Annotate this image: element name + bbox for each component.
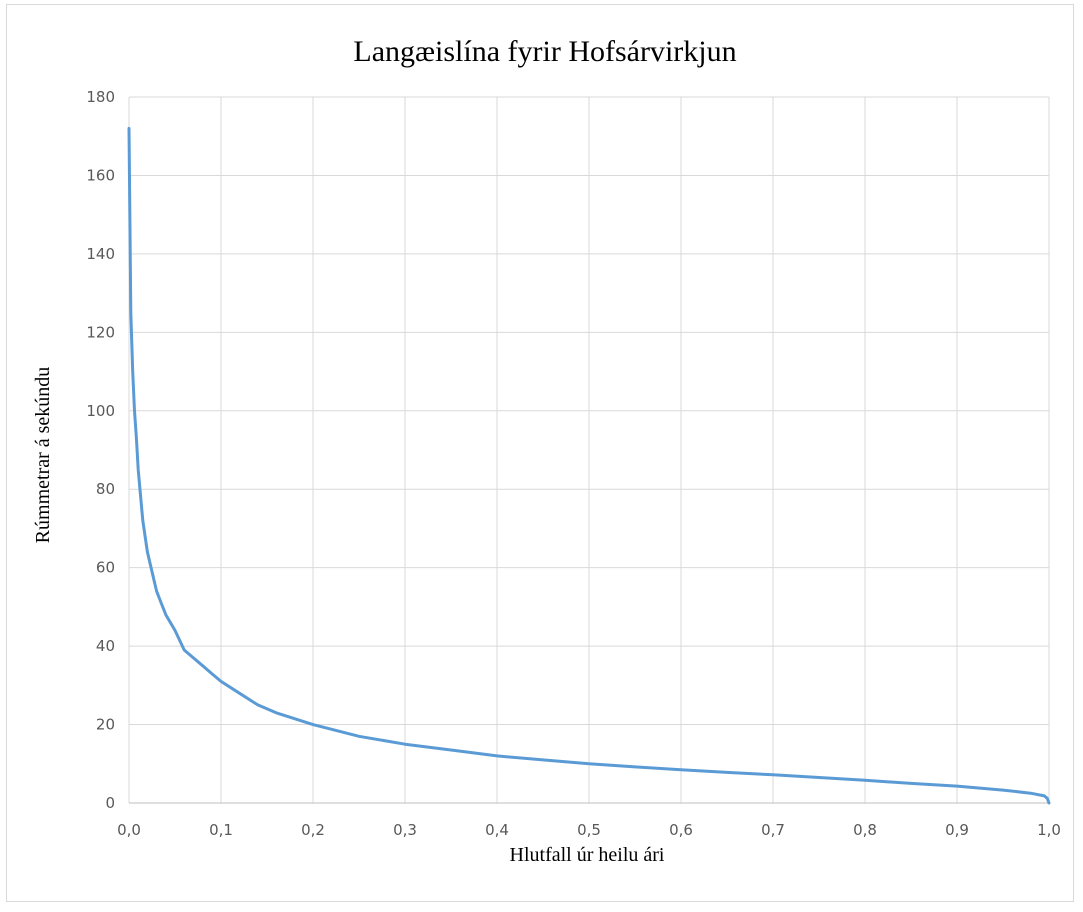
x-axis-title: Hlutfall úr heilu ári [510, 844, 665, 866]
x-tick-label: 0,6 [669, 821, 693, 839]
chart-frame: Langæislína fyrir Hofsárvirkjun 0 20 40 60 8… [6, 4, 1074, 902]
y-tick-label: 160 [86, 166, 115, 184]
grid-layer [128, 96, 1050, 803]
x-tick-label: 0,2 [301, 821, 325, 839]
y-tick-label: 60 [96, 559, 115, 577]
x-tick-label: 0,1 [209, 821, 233, 839]
x-tick-label: 0,8 [853, 821, 877, 839]
chart: Langæislína fyrir Hofsárvirkjun 0 20 40 60 8… [32, 35, 1061, 866]
x-tick-label: 1,0 [1037, 821, 1061, 839]
x-tick-label: 0,9 [945, 821, 969, 839]
y-tick-label: 120 [86, 323, 115, 341]
y-tick-label: 140 [86, 245, 115, 263]
x-tick-label: 0,7 [761, 821, 785, 839]
chart-title: Langæislína fyrir Hofsárvirkjun [353, 35, 736, 68]
y-axis-title: Rúmmetrar á sekúndu [32, 367, 54, 544]
x-tick-label: 0,5 [577, 821, 601, 839]
x-tick-label: 0,0 [117, 821, 141, 839]
y-tick-label: 100 [86, 402, 115, 420]
series-layer [127, 126, 1051, 805]
y-tick-label: 40 [96, 637, 115, 655]
series-line [127, 126, 1051, 805]
y-tick-label: 0 [105, 794, 115, 812]
x-tick-label: 0,3 [393, 821, 417, 839]
x-tick-label: 0,4 [485, 821, 509, 839]
tick-layer: 0 20 40 60 80 100 120 140 160 180 0,0 0,1 0,2 0,3 0,4 0… [86, 88, 1061, 839]
y-tick-label: 80 [96, 480, 115, 498]
y-tick-label: 20 [96, 716, 115, 734]
y-tick-label: 180 [86, 88, 115, 106]
